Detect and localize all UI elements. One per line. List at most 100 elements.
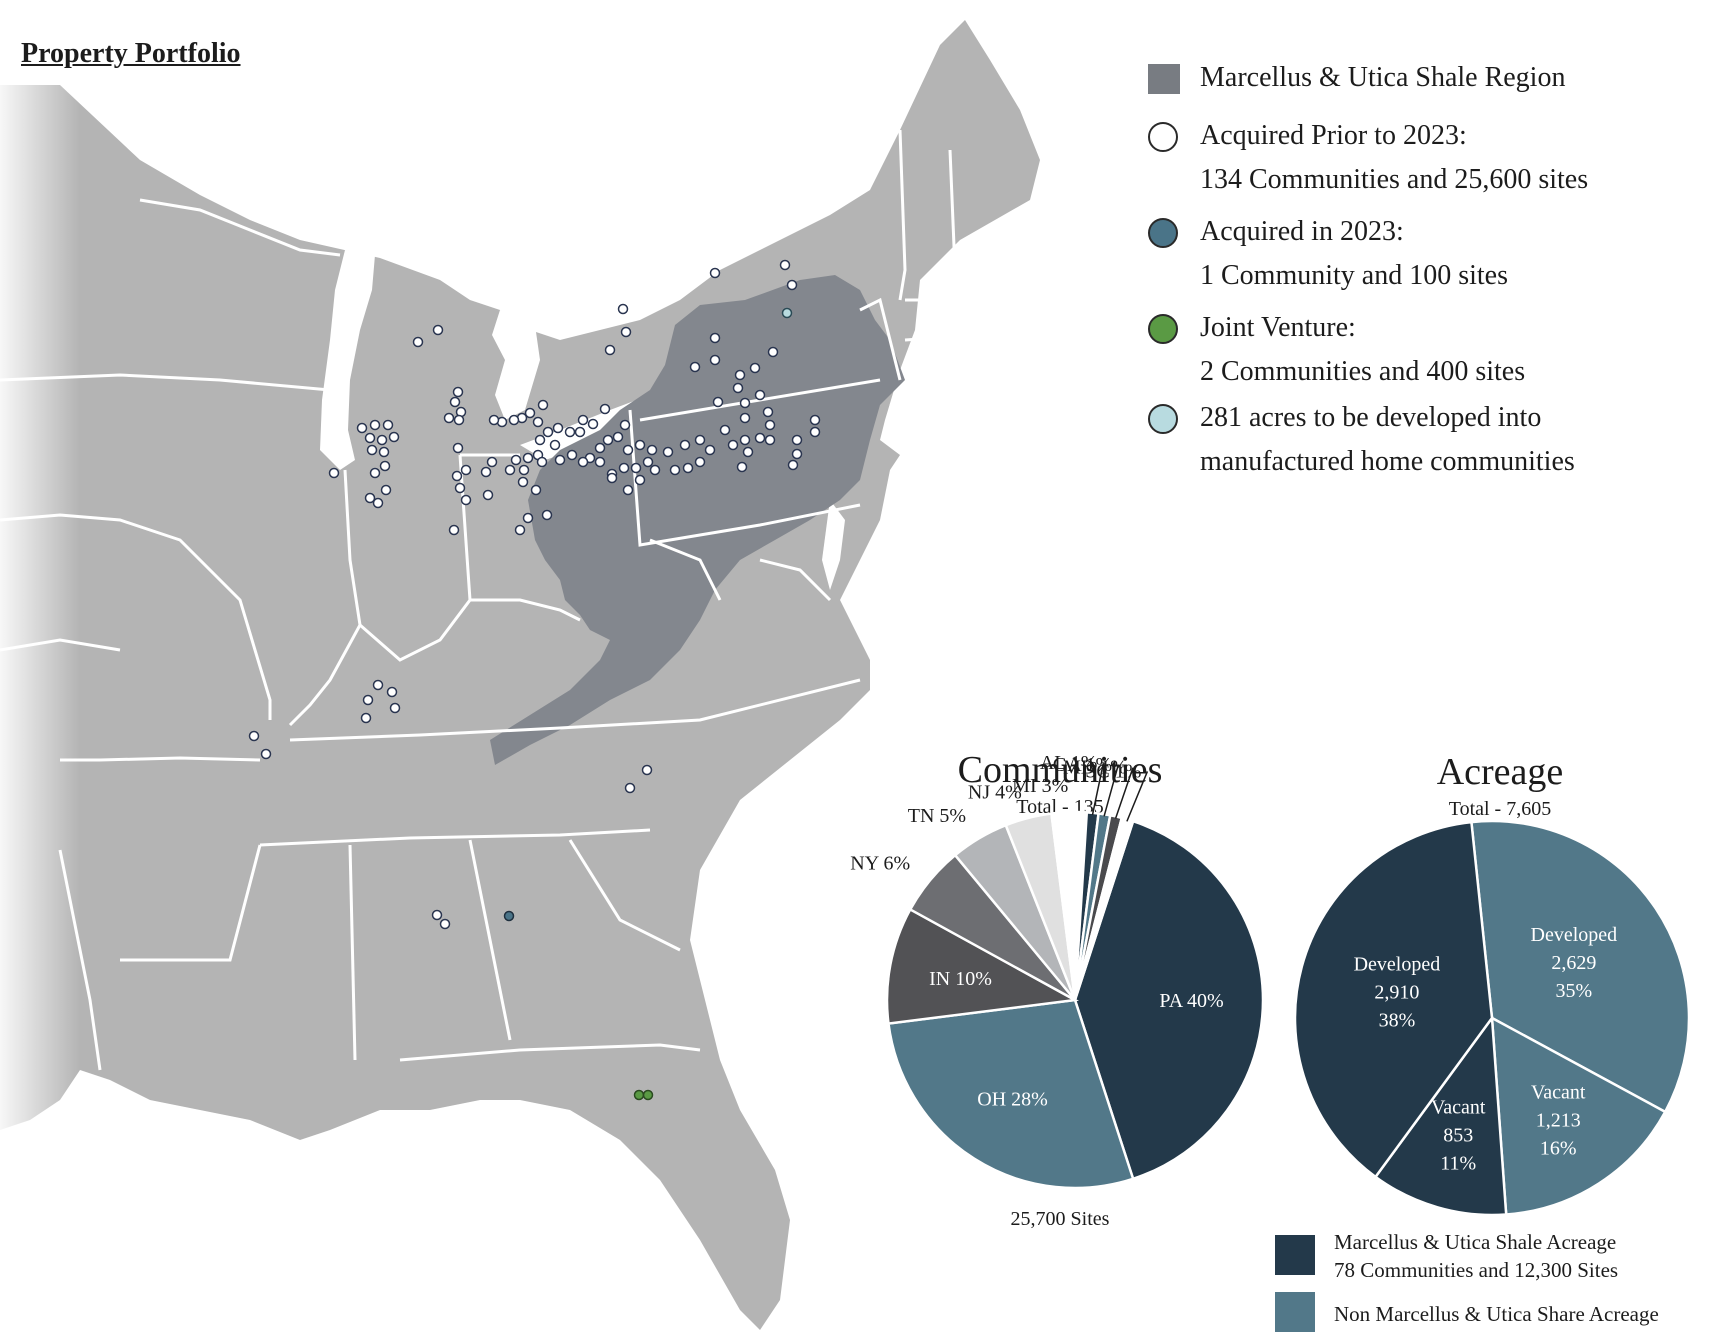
community-marker-acquired-prior: [762, 406, 774, 418]
shale-acreage-swatch: [1275, 1235, 1315, 1275]
lake-huron: [492, 310, 540, 420]
community-marker-acquired-prior: [754, 389, 766, 401]
community-marker-acquired-prior: [360, 712, 372, 724]
community-marker-acquired-prior: [452, 442, 464, 454]
community-marker-acquired-prior: [412, 336, 424, 348]
community-marker-acquired-prior: [709, 267, 721, 279]
legend-acquired-2023: Acquired in 2023:: [1148, 210, 1708, 254]
us-landmass: [0, 20, 1040, 1330]
community-marker-acquired-prior: [599, 403, 611, 415]
community-marker-acquired-prior: [449, 396, 461, 408]
chesapeake-bay: [822, 500, 845, 590]
community-marker-acquired-prior: [689, 361, 701, 373]
community-marker-acquired-prior: [719, 424, 731, 436]
community-marker-acquired-prior: [524, 407, 536, 419]
left-fade-overlay: [0, 0, 80, 1344]
community-marker-acquired-prior: [379, 460, 391, 472]
community-marker-acquired-prior: [649, 464, 661, 476]
community-marker-acquired-prior: [364, 492, 376, 504]
community-marker-acquired-prior: [564, 426, 576, 438]
community-marker-acquired-prior: [537, 399, 549, 411]
community-marker-acquired-prior: [739, 412, 751, 424]
community-marker-acquired-prior: [532, 416, 544, 428]
community-marker-acquired-prior: [709, 332, 721, 344]
community-marker-acquired-prior: [328, 467, 340, 479]
community-marker-acquired-prior: [622, 444, 634, 456]
community-marker-acquired-prior: [378, 446, 390, 458]
communities-chart-footer: 25,700 Sites: [1010, 1208, 1110, 1230]
community-marker-acquired-prior: [510, 454, 522, 466]
community-marker-joint-venture: [642, 1089, 654, 1101]
community-marker-acquired-prior: [739, 434, 751, 446]
community-marker-acquired-prior: [641, 764, 653, 776]
community-marker-acquired-prior: [694, 434, 706, 446]
community-marker-acquired-prior: [389, 702, 401, 714]
community-marker-acquired-prior: [594, 442, 606, 454]
marcellus-utica-shale-region: [490, 275, 905, 765]
community-marker-acquired-prior: [669, 464, 681, 476]
community-marker-acquired-prior: [453, 414, 465, 426]
community-marker-acquired-prior: [732, 382, 744, 394]
community-marker-acquired-prior: [679, 439, 691, 451]
community-marker-acquired-prior: [439, 918, 451, 930]
community-marker-acquired-prior: [480, 466, 492, 478]
community-marker-acquired-prior: [754, 432, 766, 444]
community-marker-acquired-prior: [549, 439, 561, 451]
community-marker-acquired-prior: [460, 464, 472, 476]
community-marker-acquired-prior: [619, 419, 631, 431]
community-marker-acquired-prior: [452, 386, 464, 398]
community-marker-acquired-prior: [634, 474, 646, 486]
community-marker-acquired-prior: [764, 434, 776, 446]
legend-shale-region: Marcellus & Utica Shale Region: [1148, 56, 1708, 100]
community-marker-acquired-prior: [448, 524, 460, 536]
community-marker-acquired-prior: [602, 434, 614, 446]
community-marker-acquired-prior: [431, 909, 443, 921]
white-circle-icon: [1148, 122, 1178, 152]
community-marker-acquired-prior: [372, 497, 384, 509]
community-markers: [248, 259, 821, 1101]
community-marker-acquired-prior: [618, 462, 630, 474]
community-marker-acquired-prior: [482, 489, 494, 501]
bottom-legend-non-shale: Non Marcellus & Utica Share Acreage: [1334, 1302, 1659, 1326]
community-marker-acquired-prior: [362, 694, 374, 706]
community-marker-acquired-prior: [514, 524, 526, 536]
community-marker-acres-to-develop: [781, 307, 793, 319]
community-marker-acquired-prior: [552, 422, 564, 434]
dark-gray-square-icon: [1148, 64, 1180, 94]
community-marker-acquired-prior: [704, 444, 716, 456]
community-marker-acquired-prior: [536, 456, 548, 468]
community-marker-acquired-prior: [694, 456, 706, 468]
community-marker-acquired-prior: [787, 459, 799, 471]
page-title: Property Portfolio: [21, 38, 241, 69]
community-marker-acquired-prior: [712, 396, 724, 408]
community-marker-acquired-prior: [739, 397, 751, 409]
community-marker-acquired-prior: [682, 462, 694, 474]
community-marker-acquired-prior: [369, 419, 381, 431]
lake-michigan: [320, 250, 375, 470]
community-marker-acquired-prior: [356, 422, 368, 434]
community-marker-acquired-prior: [382, 419, 394, 431]
community-marker-acquired-prior: [508, 414, 520, 426]
community-marker-acquired-prior: [630, 462, 642, 474]
green-circle-icon: [1148, 314, 1178, 344]
community-marker-acquired-prior: [604, 344, 616, 356]
community-marker-acquired-prior: [574, 426, 586, 438]
community-marker-acquired-prior: [727, 439, 739, 451]
map-legend: Marcellus & Utica Shale Region Acquired …: [1148, 56, 1708, 484]
community-marker-acquired-prior: [518, 464, 530, 476]
community-marker-acquired-prior: [504, 464, 516, 476]
community-marker-acquired-prior: [366, 444, 378, 456]
communities-chart-subtitle: Total - 135: [1016, 796, 1104, 818]
community-marker-acquired-prior: [736, 461, 748, 473]
community-marker-acquired-prior: [642, 456, 654, 468]
community-marker-acquired-prior: [460, 494, 472, 506]
community-marker-acquired-prior: [577, 456, 589, 468]
blue-circle-icon: [1148, 218, 1178, 248]
community-marker-acquired-prior: [522, 512, 534, 524]
community-marker-acquired-prior: [522, 452, 534, 464]
community-marker-acquired-prior: [517, 476, 529, 488]
community-marker-acquired-prior: [606, 472, 618, 484]
community-marker-acquired-prior: [388, 431, 400, 443]
community-marker-acquired-prior: [742, 446, 754, 458]
community-marker-acquired-prior: [541, 509, 553, 521]
